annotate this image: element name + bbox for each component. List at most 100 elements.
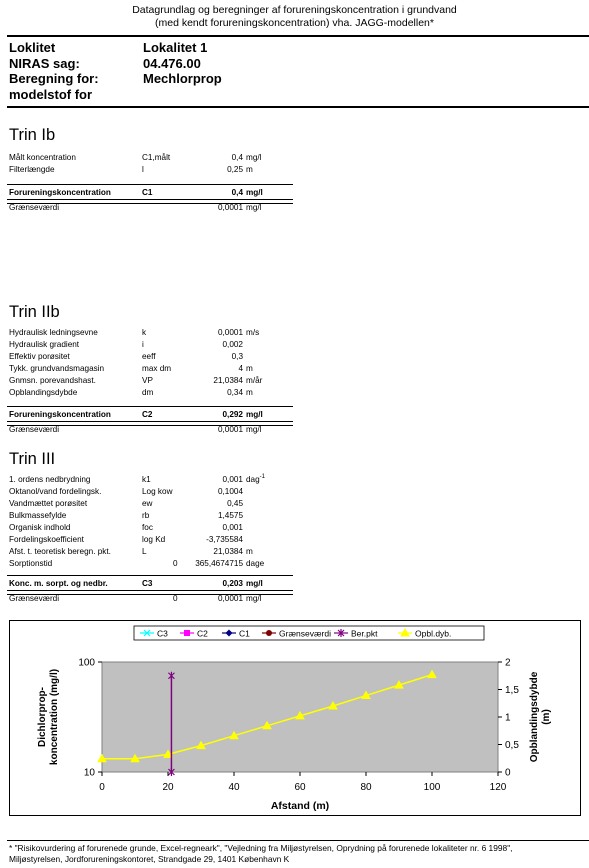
info-label-1: Loklitet: [9, 40, 56, 55]
legend-label: C3: [157, 629, 168, 639]
row-value: 365,4674715: [195, 559, 243, 568]
row-value: 0,45: [227, 499, 243, 508]
data-point: [361, 690, 371, 700]
y-axis-label-right: Opblandingsdybde(m): [529, 671, 552, 762]
row-label: Opblandingsdybde: [9, 388, 78, 397]
row-label: Vandmættet porøsitet: [9, 499, 88, 508]
table-row: 1. ordens nedbrydning k1 0,001 dag-1: [9, 474, 295, 486]
row-label: Organisk indhold: [9, 523, 71, 532]
info-values: Lokalitet 1 04.476.00 Mechlorprop: [143, 40, 222, 87]
x-tick-label: 120: [490, 782, 507, 793]
table-row: Afst. t. teoretisk beregn. pkt. L 21,0384 m: [9, 546, 295, 558]
header-title: Datagrundlag og beregninger af forurenin…: [0, 4, 589, 30]
row-value: 0,25: [227, 165, 243, 174]
x-tick-label: 0: [99, 782, 105, 793]
separator-line: [7, 406, 293, 407]
row-value: 0,0001: [217, 425, 243, 434]
row-value: 0,34: [227, 388, 243, 397]
x-tick-label: 100: [424, 782, 441, 793]
row-unit: mg/l: [246, 410, 263, 419]
row-symbol: max dm: [142, 364, 172, 373]
table-row: Grænseværdi 0,0001 mg/l: [9, 424, 295, 436]
legend-label: C1: [239, 629, 250, 639]
y-right-tick-label: 2: [505, 658, 511, 669]
info-labels: Loklitet NIRAS sag: Beregning for: model…: [9, 40, 99, 102]
table-row: Organisk indhold foc 0,001: [9, 522, 295, 534]
row-unit: m: [246, 547, 253, 556]
row-value: 1,4575: [217, 511, 243, 520]
x-tick-label: 60: [294, 782, 306, 793]
table-row: Opblandingsdybde dm 0,34 m: [9, 387, 295, 399]
row-label: Målt koncentration: [9, 153, 76, 162]
row-label: Afst. t. teoretisk beregn. pkt.: [9, 547, 111, 556]
legend-label: Opbl.dyb.: [415, 629, 451, 639]
table-row: Målt koncentration C1,målt 0,4 mg/l: [9, 152, 295, 164]
y-axis-label-right-line: Opblandingsdybde: [529, 671, 540, 762]
data-point: [168, 768, 175, 776]
separator-line: [7, 575, 293, 576]
section-title-trin-ib: Trin Ib: [9, 126, 56, 144]
row-label: Tykk. grundvandsmagasin: [9, 364, 105, 373]
row-label: Effektiv porøsitet: [9, 352, 70, 361]
info-value-3: Mechlorprop: [143, 71, 222, 87]
footnote: * "Risikovurdering af forurenede grunde,…: [9, 843, 584, 865]
data-point: [163, 749, 173, 758]
table-row: Filterlængde l 0,25 m: [9, 164, 295, 176]
info-label-4: modelstof for: [9, 86, 93, 102]
table-row: Hydraulisk ledningsevne k 0,0001 m/s: [9, 327, 295, 339]
row-symbol: rb: [142, 511, 150, 520]
row-unit: mg/l: [246, 203, 262, 212]
row-unit: m: [246, 364, 253, 373]
row-aux-value: 0: [173, 559, 178, 568]
section-title-trin-iib: Trin IIb: [9, 303, 60, 321]
row-value: 21,0384: [213, 547, 243, 556]
row-unit: mg/l: [246, 594, 262, 603]
y-axis-label-right-line: (m): [541, 709, 552, 725]
y-right-tick-label: 1: [505, 713, 511, 724]
row-symbol: C2: [142, 410, 153, 419]
x-tick-label: 80: [360, 782, 372, 793]
data-point: [262, 720, 272, 730]
row-label: Fordelingskoefficient: [9, 535, 84, 544]
header-line-1: Datagrundlag og beregninger af forurenin…: [132, 4, 457, 16]
row-value: 21,0384: [213, 376, 243, 385]
row-symbol: C1: [142, 188, 153, 197]
row-label: Hydraulisk ledningsevne: [9, 328, 98, 337]
y-right-tick-label: 0,5: [505, 740, 519, 751]
row-unit: mg/l: [246, 425, 262, 434]
row-unit: dag-1: [246, 474, 266, 484]
separator-line: [7, 421, 293, 426]
table-row: Gnmsn. porevandshast. VP 21,0384 m/år: [9, 375, 295, 387]
table-row: Grænseværdi 0,0001 mg/l: [9, 202, 295, 214]
row-label: Grænseværdi: [9, 425, 60, 434]
legend-marker: [400, 627, 410, 637]
y-axis-label-left-line: Dichlorprop-: [37, 687, 48, 747]
row-symbol: C3: [142, 579, 153, 588]
data-point: [427, 669, 437, 679]
row-value: 4: [238, 364, 243, 373]
row-symbol: dm: [142, 388, 154, 397]
total-row: Konc. m. sorpt. og nedbr. C3 0,203 mg/l: [9, 578, 295, 590]
row-aux-value: 0: [173, 594, 178, 603]
row-symbol: ew: [142, 499, 153, 508]
legend-marker: [337, 629, 345, 637]
info-label-3: Beregning for:: [9, 71, 99, 87]
row-symbol: L: [142, 547, 147, 556]
row-symbol: k1: [142, 475, 151, 484]
table-row: Hydraulisk gradient i 0,002: [9, 339, 295, 351]
legend-label: Grænseværdi: [279, 629, 331, 639]
footnote-rule: [7, 840, 589, 841]
row-value: 0,001: [222, 475, 244, 484]
legend-marker: [143, 629, 151, 637]
separator-line: [7, 590, 293, 595]
y-left-tick-label: 10: [84, 768, 96, 779]
row-symbol: k: [142, 328, 147, 337]
y-left-tick-label: 100: [78, 658, 95, 669]
y-axis-label-left: Dichlorprop-koncentration (mg/l): [37, 669, 60, 765]
data-point: [130, 753, 140, 763]
row-unit-exponent: -1: [259, 474, 266, 480]
row-label: Filterlængde: [9, 165, 55, 174]
data-point: [394, 680, 404, 689]
row-label: Forureningskoncentration: [9, 188, 111, 197]
data-point: [229, 730, 239, 740]
